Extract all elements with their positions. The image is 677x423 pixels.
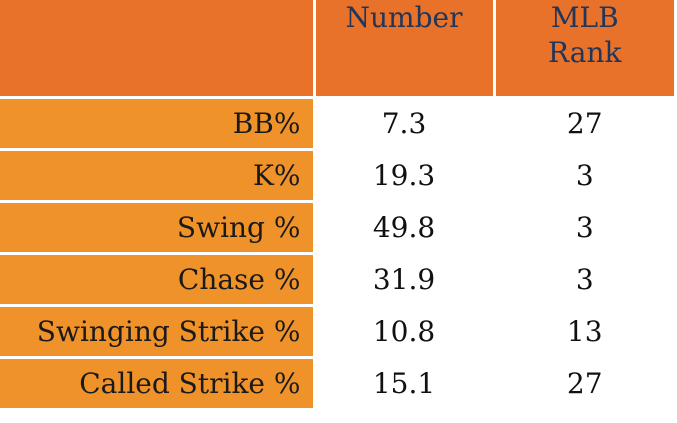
number-cell: 7.3 bbox=[314, 97, 496, 151]
stats-table: Number MLB Rank BB% 7.3 27 K% 19.3 3 Swi… bbox=[0, 0, 674, 411]
rank-cell: 27 bbox=[494, 357, 674, 411]
number-cell: 31.9 bbox=[314, 253, 496, 307]
row-label: K% bbox=[0, 149, 316, 203]
row-label: Swing % bbox=[0, 201, 316, 255]
number-cell: 15.1 bbox=[314, 357, 496, 411]
table-row: Swing % 49.8 3 bbox=[0, 201, 674, 255]
rank-cell: 3 bbox=[494, 149, 674, 203]
header-row: Number MLB Rank bbox=[0, 0, 674, 99]
table-row: K% 19.3 3 bbox=[0, 149, 674, 203]
table-row: BB% 7.3 27 bbox=[0, 97, 674, 151]
mlb-rank-header: MLB Rank bbox=[494, 0, 674, 99]
mlb-rank-header-line1: MLB bbox=[550, 1, 619, 34]
corner-cell bbox=[0, 0, 316, 99]
number-cell: 19.3 bbox=[314, 149, 496, 203]
row-label: Chase % bbox=[0, 253, 316, 307]
mlb-rank-header-line2: Rank bbox=[548, 36, 622, 69]
rank-cell: 3 bbox=[494, 253, 674, 307]
number-cell: 49.8 bbox=[314, 201, 496, 255]
table-row: Chase % 31.9 3 bbox=[0, 253, 674, 307]
number-cell: 10.8 bbox=[314, 305, 496, 359]
number-header: Number bbox=[314, 0, 496, 99]
rank-cell: 27 bbox=[494, 97, 674, 151]
rank-cell: 13 bbox=[494, 305, 674, 359]
rank-cell: 3 bbox=[494, 201, 674, 255]
row-label: Swinging Strike % bbox=[0, 305, 316, 359]
row-label: BB% bbox=[0, 97, 316, 151]
table-row: Swinging Strike % 10.8 13 bbox=[0, 305, 674, 359]
table-row: Called Strike % 15.1 27 bbox=[0, 357, 674, 411]
row-label: Called Strike % bbox=[0, 357, 316, 411]
